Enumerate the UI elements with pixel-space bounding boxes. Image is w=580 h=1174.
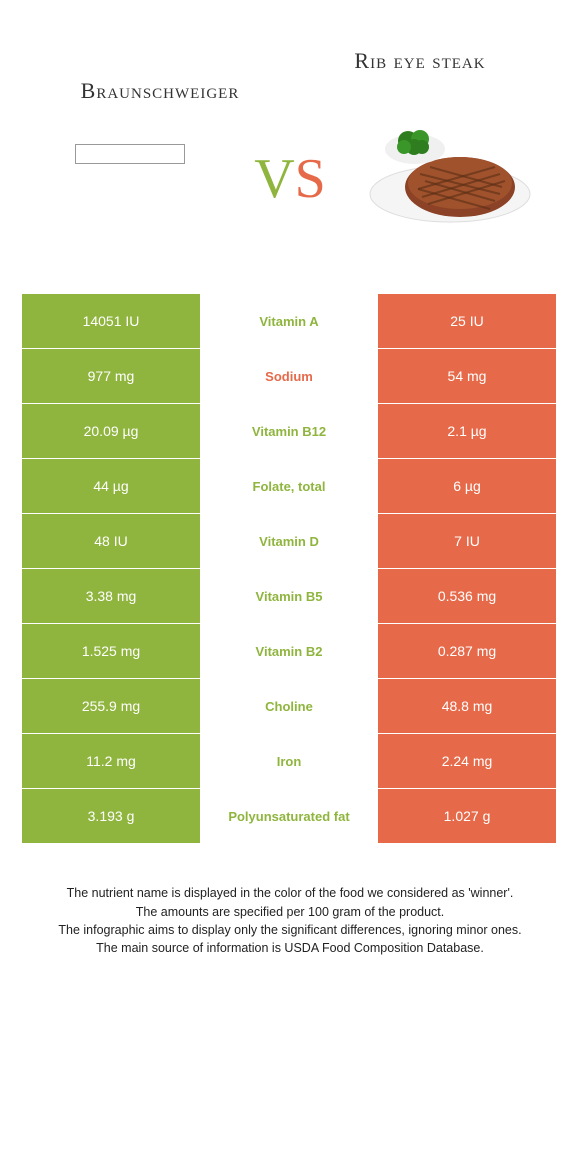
right-value-cell: 2.24 mg: [378, 734, 556, 788]
left-value-cell: 255.9 mg: [22, 679, 200, 733]
table-row: 1.525 mgVitamin B20.287 mg: [22, 624, 558, 678]
nutrient-label-cell: Polyunsaturated fat: [200, 789, 378, 843]
nutrient-label-cell: Folate, total: [200, 459, 378, 513]
footer-line: The amounts are specified per 100 gram o…: [30, 903, 550, 921]
placeholder-icon: [75, 144, 185, 164]
right-value-cell: 54 mg: [378, 349, 556, 403]
left-value-cell: 1.525 mg: [22, 624, 200, 678]
right-value-cell: 2.1 µg: [378, 404, 556, 458]
table-row: 977 mgSodium54 mg: [22, 349, 558, 403]
right-value-cell: 0.287 mg: [378, 624, 556, 678]
nutrient-label-cell: Sodium: [200, 349, 378, 403]
nutrient-label-cell: Vitamin A: [200, 294, 378, 348]
right-food-image: [360, 114, 540, 244]
image-row: VS: [0, 114, 580, 274]
left-value-cell: 11.2 mg: [22, 734, 200, 788]
vs-label: VS: [254, 147, 326, 211]
right-value-cell: 1.027 g: [378, 789, 556, 843]
table-row: 14051 IUVitamin A25 IU: [22, 294, 558, 348]
left-food-title: Braunschweiger: [40, 48, 280, 104]
left-value-cell: 20.09 µg: [22, 404, 200, 458]
table-row: 48 IUVitamin D7 IU: [22, 514, 558, 568]
nutrient-label-cell: Vitamin B12: [200, 404, 378, 458]
header: Braunschweiger Rib eye steak: [0, 0, 580, 114]
steak-icon: [360, 119, 540, 239]
left-food-image: [40, 114, 220, 244]
nutrient-label-cell: Choline: [200, 679, 378, 733]
right-value-cell: 0.536 mg: [378, 569, 556, 623]
comparison-table: 14051 IUVitamin A25 IU977 mgSodium54 mg2…: [22, 294, 558, 843]
vs-v: V: [254, 148, 294, 210]
table-row: 20.09 µgVitamin B122.1 µg: [22, 404, 558, 458]
nutrient-label-cell: Vitamin B5: [200, 569, 378, 623]
left-value-cell: 3.193 g: [22, 789, 200, 843]
vs-s: S: [295, 148, 326, 210]
footer-notes: The nutrient name is displayed in the co…: [0, 844, 580, 957]
left-value-cell: 48 IU: [22, 514, 200, 568]
right-value-cell: 7 IU: [378, 514, 556, 568]
table-row: 3.38 mgVitamin B50.536 mg: [22, 569, 558, 623]
right-value-cell: 25 IU: [378, 294, 556, 348]
left-value-cell: 44 µg: [22, 459, 200, 513]
right-value-cell: 48.8 mg: [378, 679, 556, 733]
footer-line: The main source of information is USDA F…: [30, 939, 550, 957]
left-value-cell: 3.38 mg: [22, 569, 200, 623]
table-row: 255.9 mgCholine48.8 mg: [22, 679, 558, 733]
right-value-cell: 6 µg: [378, 459, 556, 513]
table-row: 44 µgFolate, total6 µg: [22, 459, 558, 513]
table-row: 11.2 mgIron2.24 mg: [22, 734, 558, 788]
table-row: 3.193 gPolyunsaturated fat1.027 g: [22, 789, 558, 843]
nutrient-label-cell: Vitamin D: [200, 514, 378, 568]
nutrient-label-cell: Vitamin B2: [200, 624, 378, 678]
nutrient-label-cell: Iron: [200, 734, 378, 788]
footer-line: The nutrient name is displayed in the co…: [30, 884, 550, 902]
left-value-cell: 14051 IU: [22, 294, 200, 348]
right-food-title: Rib eye steak: [300, 48, 540, 74]
left-value-cell: 977 mg: [22, 349, 200, 403]
footer-line: The infographic aims to display only the…: [30, 921, 550, 939]
